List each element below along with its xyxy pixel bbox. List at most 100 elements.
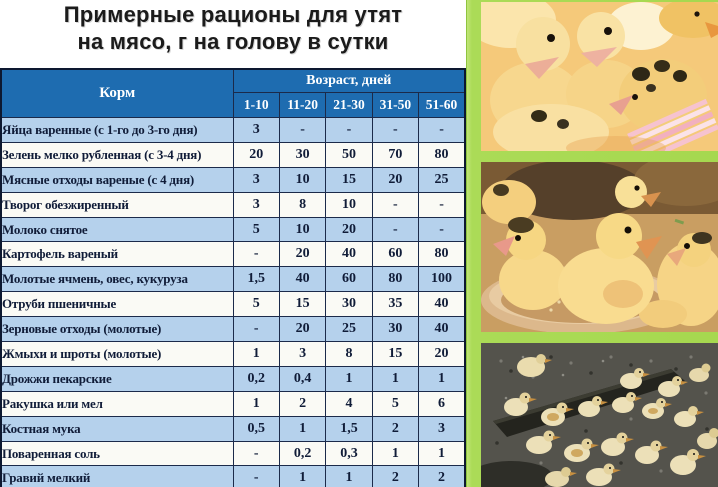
value-cell: - [371, 191, 420, 218]
value-cell: 2 [371, 415, 420, 442]
title-line-1: Примерные рационы для утят [63, 2, 403, 27]
value-cell: 80 [418, 241, 466, 268]
value-cell: 4 [325, 390, 373, 417]
column-header-age-5: 51-60 [418, 92, 466, 118]
value-cell: 15 [278, 291, 327, 318]
value-cell: - [418, 117, 466, 143]
value-cell: 60 [325, 266, 373, 293]
value-cell: 0,5 [232, 415, 280, 442]
value-cell: 30 [325, 291, 373, 318]
photo-ducklings-yard-trough [481, 343, 718, 487]
value-cell: 15 [325, 166, 373, 193]
ducklings-feeding-illustration [481, 162, 718, 332]
value-cell: 6 [418, 390, 466, 417]
table-row: Жмыхи и шроты (молотые) 1 3 8 15 20 [0, 341, 466, 367]
value-cell: 2 [418, 465, 466, 487]
ducklings-yard-illustration [481, 343, 718, 487]
ration-table: Корм Возраст, дней 1-10 11-20 21-30 31-5… [0, 68, 466, 487]
feed-name-cell: Поваренная соль [0, 440, 234, 467]
value-cell: 1 [371, 365, 420, 392]
value-cell: - [325, 117, 373, 143]
value-cell: 100 [418, 266, 466, 293]
feed-name-cell: Творог обезжиренный [0, 191, 234, 218]
table-row: Ракушка или мел 1 2 4 5 6 [0, 390, 466, 417]
table-column: Примерные рационы для утят на мясо, г на… [0, 0, 466, 487]
value-cell: 20 [278, 316, 327, 343]
table-row: Мясные отходы вареные (с 4 дня) 3 10 15 20 25 [0, 166, 466, 193]
value-cell: 60 [371, 241, 420, 268]
value-cell: 50 [325, 141, 373, 168]
value-cell: 1 [278, 465, 327, 487]
value-cell: 8 [325, 341, 373, 367]
column-header-feed: Корм [0, 68, 234, 118]
value-cell: 25 [325, 316, 373, 343]
value-cell: 1 [232, 341, 280, 367]
value-cell: - [418, 191, 466, 218]
feed-name-cell: Зерновые отходы (молотые) [0, 316, 234, 343]
value-cell: 1,5 [325, 415, 373, 442]
value-cell: 1 [371, 440, 420, 467]
table-row: Костная мука 0,5 1 1,5 2 3 [0, 415, 466, 442]
feed-name-cell: Молоко снятое [0, 216, 234, 243]
value-cell: 3 [418, 415, 466, 442]
value-cell: 10 [278, 166, 327, 193]
photo-ducklings-feeding-plate [481, 162, 718, 332]
column-header-age-1: 1-10 [232, 92, 280, 118]
value-cell: 80 [371, 266, 420, 293]
value-cell: - [232, 440, 280, 467]
value-cell: 20 [418, 341, 466, 367]
table-body: Яйца варенные (с 1-го до 3-го дня) 3- - - - З… [0, 117, 466, 487]
value-cell: 20 [232, 141, 280, 168]
value-cell: 10 [325, 191, 373, 218]
value-cell: 30 [278, 141, 327, 168]
value-cell: 2 [371, 465, 420, 487]
value-cell: 0,2 [278, 440, 327, 467]
value-cell: 35 [371, 291, 420, 318]
table-row: Яйца варенные (с 1-го до 3-го дня) 3- - - - [0, 117, 466, 143]
feed-name-cell: Мясные отходы вареные (с 4 дня) [0, 166, 234, 193]
feed-name-cell: Молотые ячмень, овес, кукуруза [0, 266, 234, 293]
value-cell: 5 [371, 390, 420, 417]
table-row: Зерновые отходы (молотые) -20 25 30 40 [0, 316, 466, 343]
table-row: Молотые ячмень, овес, кукуруза 1,5 40 60 80 1… [0, 266, 466, 293]
page-title: Примерные рационы для утят на мясо, г на… [0, 0, 466, 67]
value-cell: 80 [418, 141, 466, 168]
value-cell: 1 [325, 465, 373, 487]
table-row: Поваренная соль -0,2 0,3 1 1 [0, 440, 466, 467]
value-cell: - [232, 241, 280, 268]
value-cell: - [232, 316, 280, 343]
table-row: Картофель вареный -20 40 60 80 [0, 241, 466, 268]
value-cell: 1 [278, 415, 327, 442]
feed-name-cell: Жмыхи и шроты (молотые) [0, 341, 234, 367]
table-row: Гравий мелкий -1 1 2 2 [0, 465, 466, 487]
table-row: Дрожжи пекарские 0,2 0,4 1 1 1 [0, 365, 466, 392]
value-cell: 40 [418, 316, 466, 343]
value-cell: 20 [278, 241, 327, 268]
value-cell: 0,4 [278, 365, 327, 392]
table-row: Отруби пшеничные 5 15 30 35 40 [0, 291, 466, 318]
feed-name-cell: Ракушка или мел [0, 390, 234, 417]
table-header: Корм Возраст, дней 1-10 11-20 21-30 31-5… [0, 68, 466, 118]
feed-name-cell: Костная мука [0, 415, 234, 442]
column-header-age-2: 11-20 [278, 92, 327, 118]
value-cell: 40 [418, 291, 466, 318]
feed-name-cell: Отруби пшеничные [0, 291, 234, 318]
value-cell: 3 [232, 117, 280, 143]
value-cell: - [371, 216, 420, 243]
photo-ducklings-closeup [481, 2, 718, 151]
table-row: Творог обезжиренный 3 8 10- - [0, 191, 466, 218]
value-cell: 10 [278, 216, 327, 243]
ducklings-closeup-illustration [481, 2, 718, 151]
value-cell: 3 [232, 166, 280, 193]
value-cell: 5 [232, 291, 280, 318]
column-header-age-group: Возраст, дней [232, 68, 466, 93]
table-row: Молоко снятое 5 10 20- - [0, 216, 466, 243]
value-cell: 15 [371, 341, 420, 367]
value-cell: 20 [325, 216, 373, 243]
title-line-2: на мясо, г на голову в сутки [77, 29, 389, 54]
feed-name-cell: Яйца варенные (с 1-го до 3-го дня) [0, 117, 234, 143]
value-cell: 0,2 [232, 365, 280, 392]
feed-name-cell: Дрожжи пекарские [0, 365, 234, 392]
column-header-age-4: 31-50 [371, 92, 420, 118]
